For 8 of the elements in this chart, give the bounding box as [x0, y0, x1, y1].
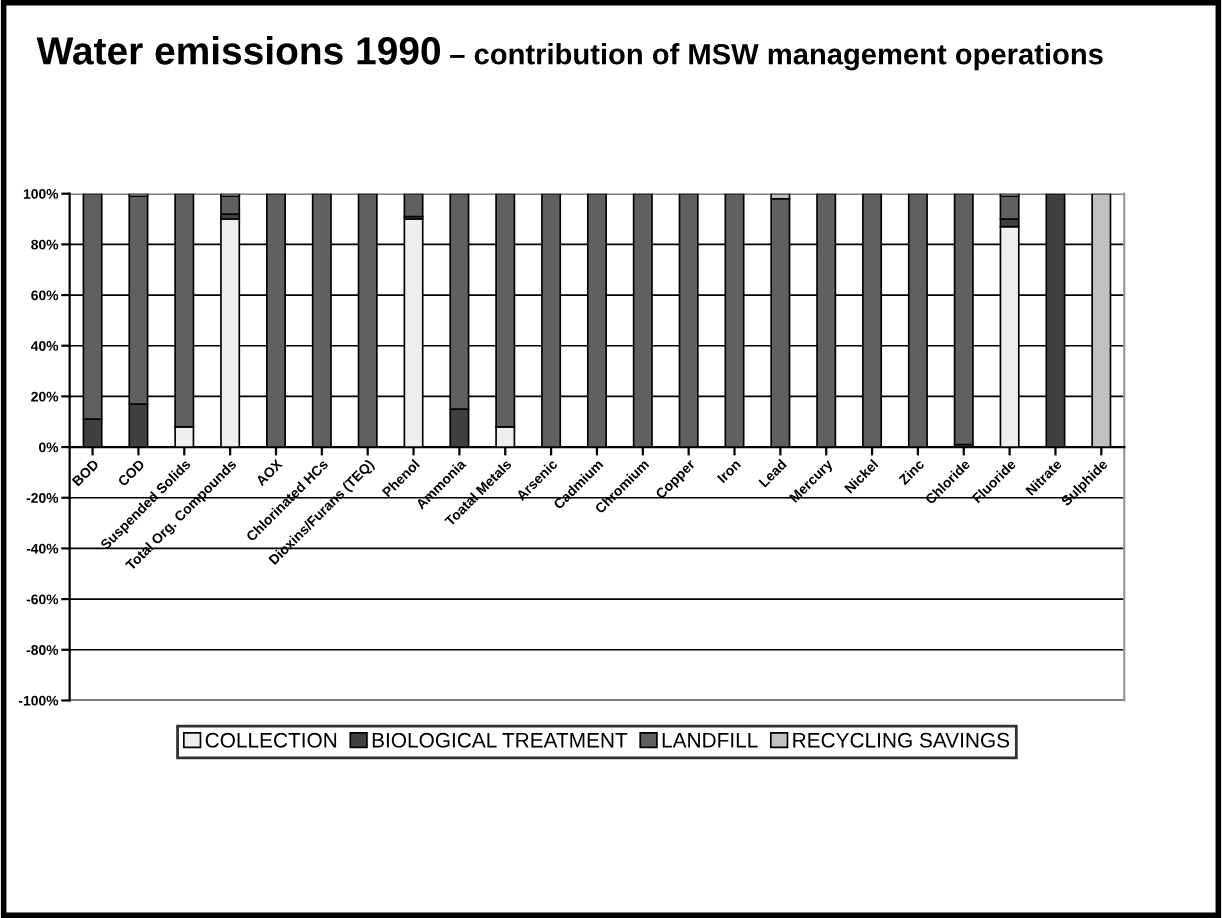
legend-label: RECYCLING SAVINGS [793, 732, 1010, 748]
legend-label: BIOLOGICAL TREATMENT [372, 732, 628, 748]
legend-label: COLLECTION [205, 732, 337, 748]
bar [220, 195, 241, 215]
chart-subtitle: – contribution of MSW management operations [450, 43, 1103, 71]
bar [999, 195, 1020, 220]
legend-label: LANDFILL [662, 733, 758, 748]
chart-title: Water emissions 1990 [36, 36, 440, 65]
